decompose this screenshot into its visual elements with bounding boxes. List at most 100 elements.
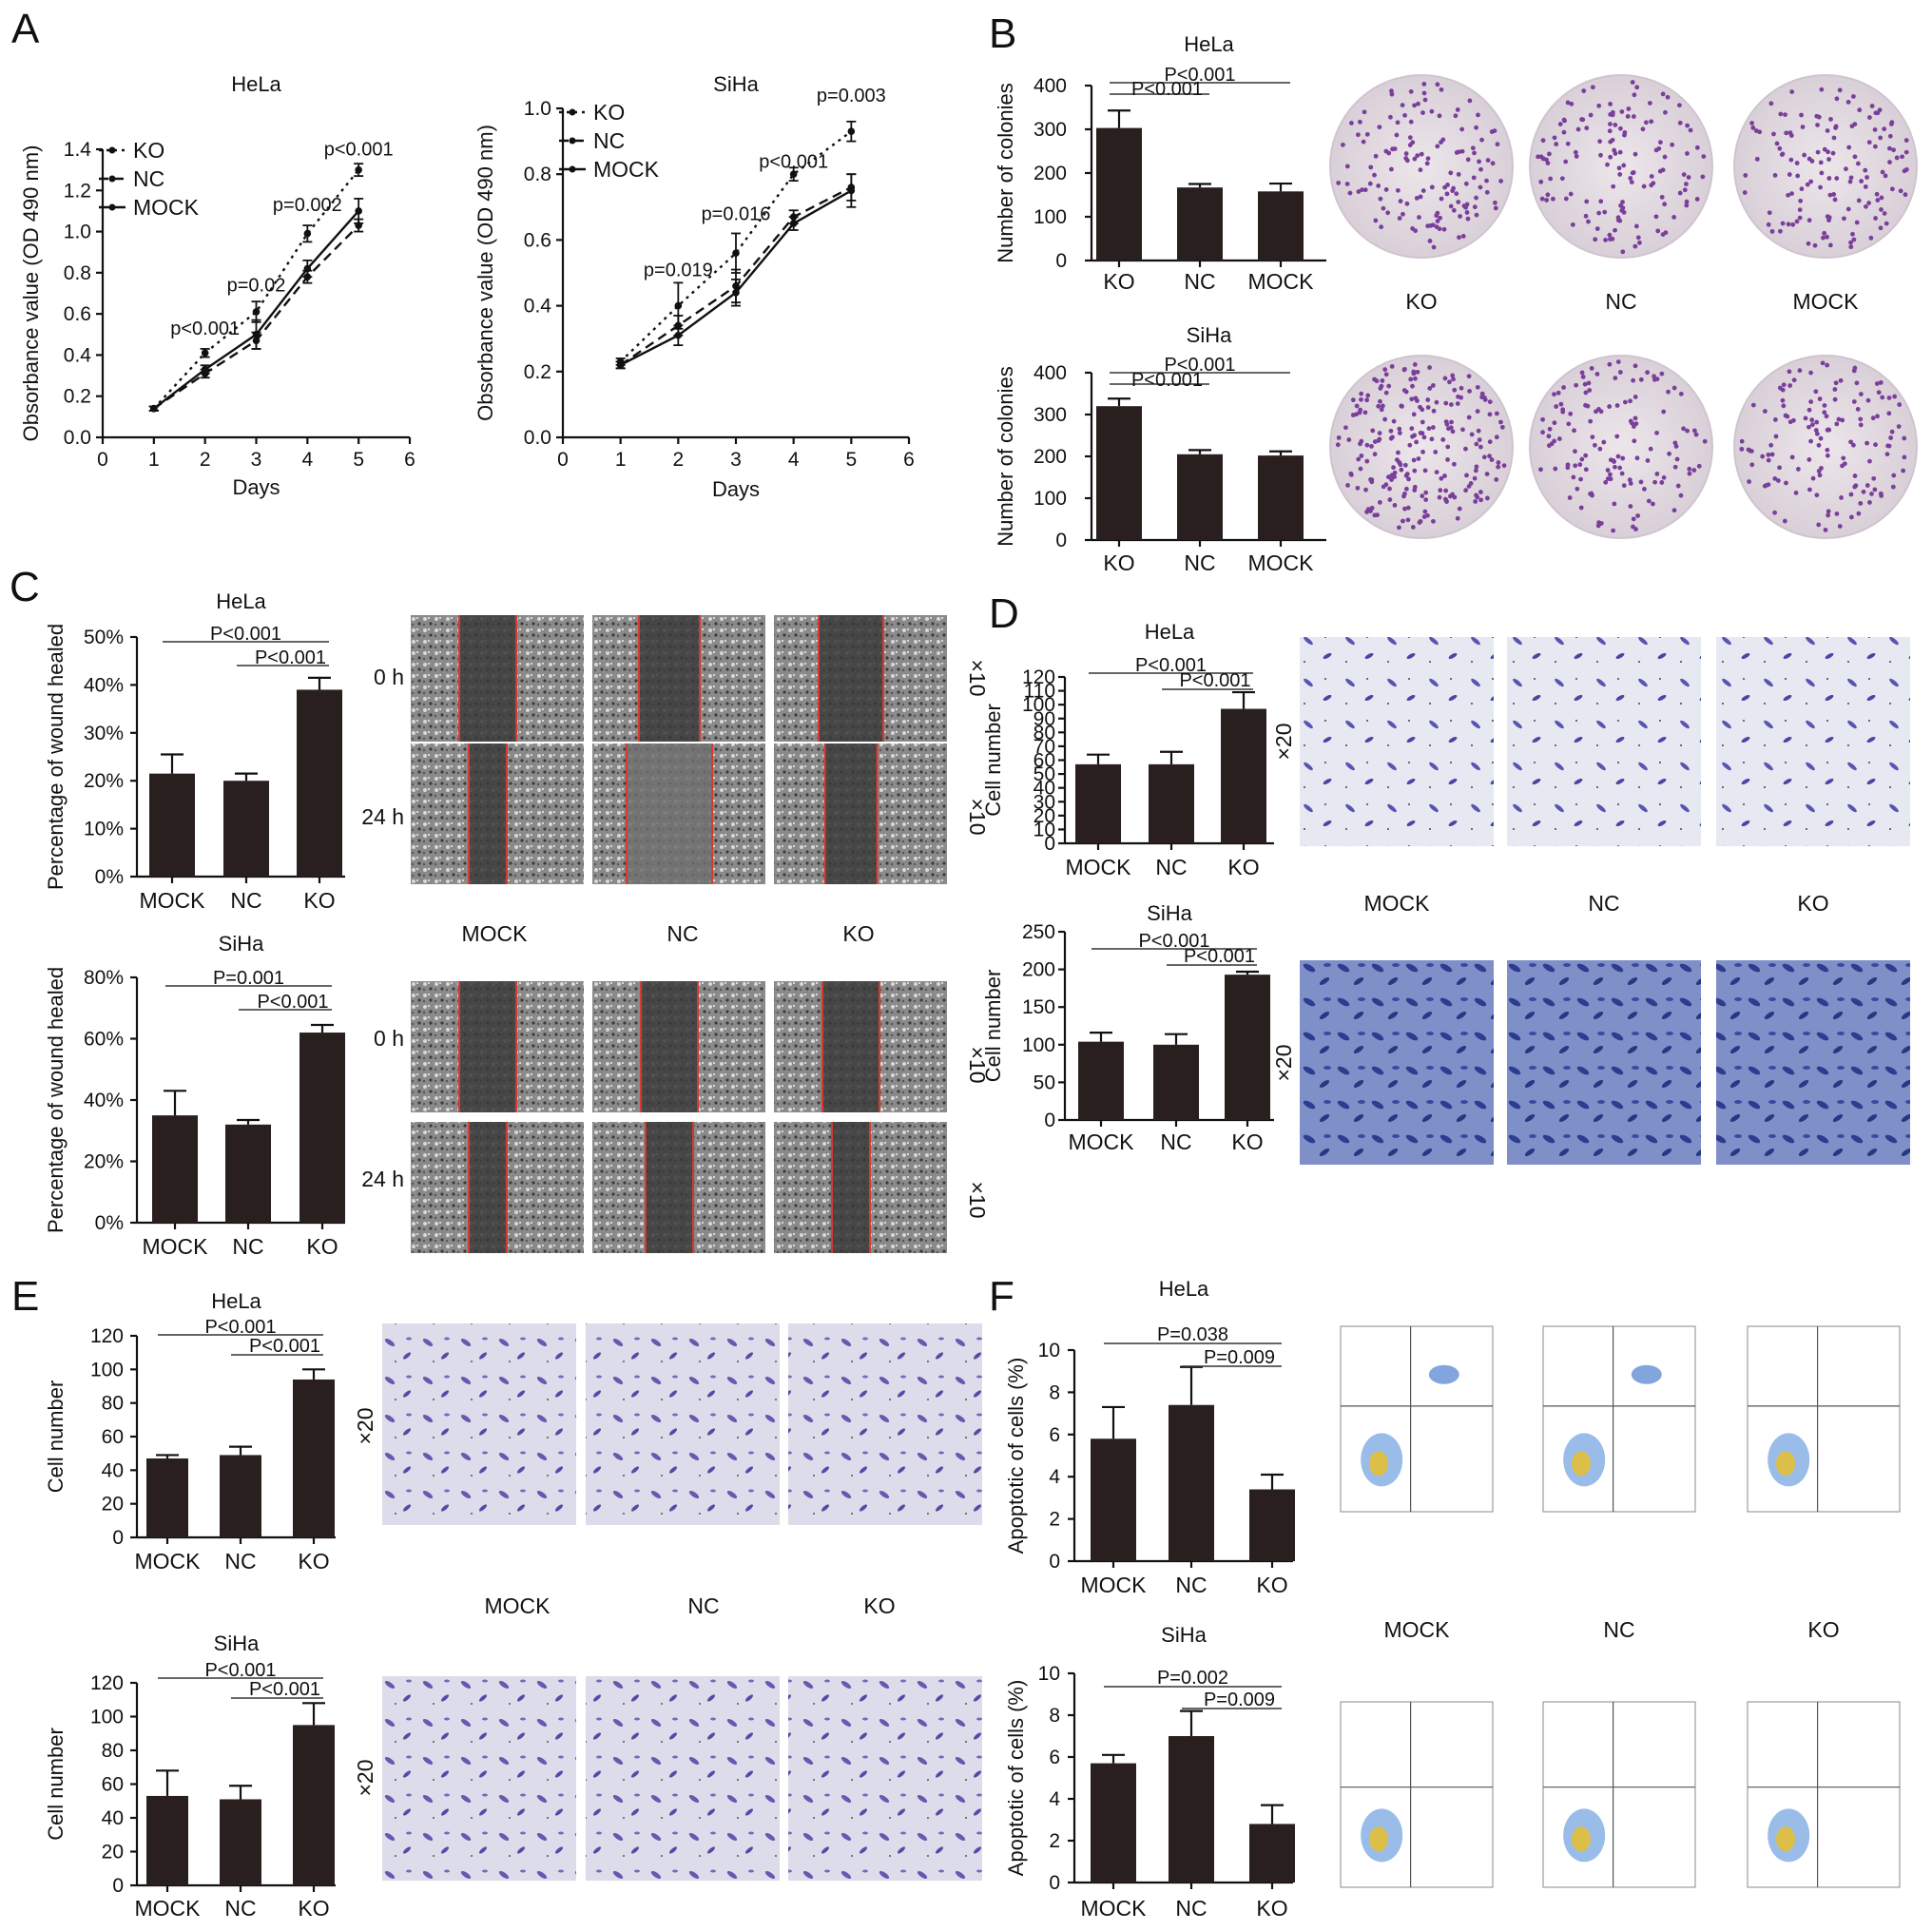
colony-dot xyxy=(1866,201,1872,205)
colony-dot xyxy=(1401,518,1405,524)
colony-dot xyxy=(1780,397,1786,403)
transwell-image xyxy=(586,1676,780,1881)
colony-dot xyxy=(1686,175,1691,180)
colony-dot xyxy=(1892,394,1898,399)
p-value-label: P<0.001 xyxy=(249,1679,320,1700)
data-point-mock xyxy=(789,220,798,227)
colony-dot xyxy=(1441,226,1447,232)
colony-dot xyxy=(1772,173,1778,178)
data-point-ko xyxy=(789,170,798,178)
colony-dot xyxy=(1654,472,1660,476)
colony-dot xyxy=(1386,150,1392,156)
colony-dot xyxy=(1540,138,1546,144)
bar-nc xyxy=(220,1799,261,1885)
colony-dot xyxy=(1848,240,1853,245)
colony-dot xyxy=(1684,203,1690,208)
y-tick-label: 90 xyxy=(1034,708,1055,730)
colony-dot xyxy=(1581,88,1587,93)
colony-dot xyxy=(1561,129,1567,135)
cell-population-core xyxy=(1776,1826,1795,1852)
colony-dot xyxy=(1612,459,1616,464)
colony-dot xyxy=(1538,154,1544,160)
colony-dot xyxy=(1610,112,1615,118)
colony-dot xyxy=(1648,101,1652,106)
colony-dot xyxy=(1750,402,1756,408)
colony-dot xyxy=(1568,411,1574,416)
colony-dot xyxy=(1808,370,1813,376)
colony-dot xyxy=(1584,126,1590,131)
data-point-ko xyxy=(674,301,683,310)
colony-dot xyxy=(1358,466,1363,472)
colony-dot xyxy=(1855,407,1861,412)
colony-dot xyxy=(1677,190,1683,196)
colony-dot xyxy=(1749,121,1755,126)
colony-dot xyxy=(1411,369,1417,375)
y-tick-label: 8 xyxy=(1049,1705,1060,1727)
y-tick-label: 120 xyxy=(1022,666,1055,688)
x-tick-label: 3 xyxy=(251,449,262,471)
colony-dot xyxy=(1496,464,1501,470)
p-value-label: P<0.001 xyxy=(204,1660,276,1681)
colony-dot xyxy=(1377,125,1382,130)
colony-dot xyxy=(1568,191,1574,197)
cell-population-core xyxy=(1572,1826,1591,1852)
colony-dot xyxy=(1799,186,1805,192)
colony-dot xyxy=(1878,225,1884,231)
colony-dot xyxy=(1849,514,1854,520)
colony-dot xyxy=(1388,166,1394,172)
colony-dot xyxy=(1608,122,1613,126)
colony-dot xyxy=(1410,525,1416,530)
colony-dot xyxy=(1890,484,1896,490)
y-tick-label: 0 xyxy=(112,1875,124,1897)
y-tick-label: 0.8 xyxy=(524,164,551,185)
transwell-image xyxy=(788,1676,982,1881)
p-value-label: P=0.009 xyxy=(1204,1347,1275,1368)
y-tick-label: 10 xyxy=(1034,819,1055,840)
y-tick-label: 0 xyxy=(1044,1110,1055,1131)
colony-dot xyxy=(1563,159,1569,164)
colony-dot xyxy=(1754,156,1760,162)
colony-dot xyxy=(1378,386,1383,391)
colony-dot xyxy=(1377,431,1382,435)
colony-dot xyxy=(1828,116,1833,122)
colony-dot xyxy=(1691,428,1697,434)
colony-dot xyxy=(1739,438,1745,444)
colony-dot xyxy=(1455,515,1460,521)
legend-marker xyxy=(569,108,576,116)
colony-dot xyxy=(1795,173,1801,179)
cell-population-core xyxy=(1776,1451,1795,1477)
y-tick-label: 1.4 xyxy=(64,139,92,161)
colony-dot xyxy=(1848,439,1853,445)
colony-dot xyxy=(1771,131,1776,137)
colony-dot xyxy=(1404,158,1410,164)
colony-dot xyxy=(1431,408,1437,414)
colony-dot xyxy=(1548,176,1554,182)
y-tick-label: 0.4 xyxy=(524,296,552,318)
colony-dot xyxy=(1418,404,1422,410)
colony-dot xyxy=(1473,468,1478,473)
bar-ko xyxy=(1096,406,1142,540)
colony-dot xyxy=(1787,172,1792,177)
y-tick-label: 50 xyxy=(1034,1072,1055,1093)
colony-dot xyxy=(1547,426,1553,432)
x-tick-label: 1 xyxy=(148,449,160,471)
colony-dot xyxy=(1635,513,1641,518)
colony-dot xyxy=(1385,210,1391,216)
transwell-image xyxy=(1507,960,1701,1165)
image-group-label: NC xyxy=(667,921,698,946)
colony-dot xyxy=(1594,372,1600,377)
colony-dot xyxy=(1407,135,1413,141)
colony-dot xyxy=(1649,174,1654,179)
colony-dot xyxy=(1455,401,1460,406)
colony-dot xyxy=(1439,140,1443,145)
colony-dot xyxy=(1790,222,1796,227)
colony-dot xyxy=(1902,454,1907,460)
x-tick-label: 4 xyxy=(788,449,800,471)
colony-dot xyxy=(1814,419,1820,425)
colony-dot xyxy=(1863,167,1868,173)
colony-dot xyxy=(1887,160,1892,164)
colony-dot xyxy=(1660,91,1666,97)
y-tick-label: 300 xyxy=(1034,119,1067,141)
y-tick-label: 200 xyxy=(1022,959,1055,981)
colony-dot xyxy=(1742,190,1748,195)
